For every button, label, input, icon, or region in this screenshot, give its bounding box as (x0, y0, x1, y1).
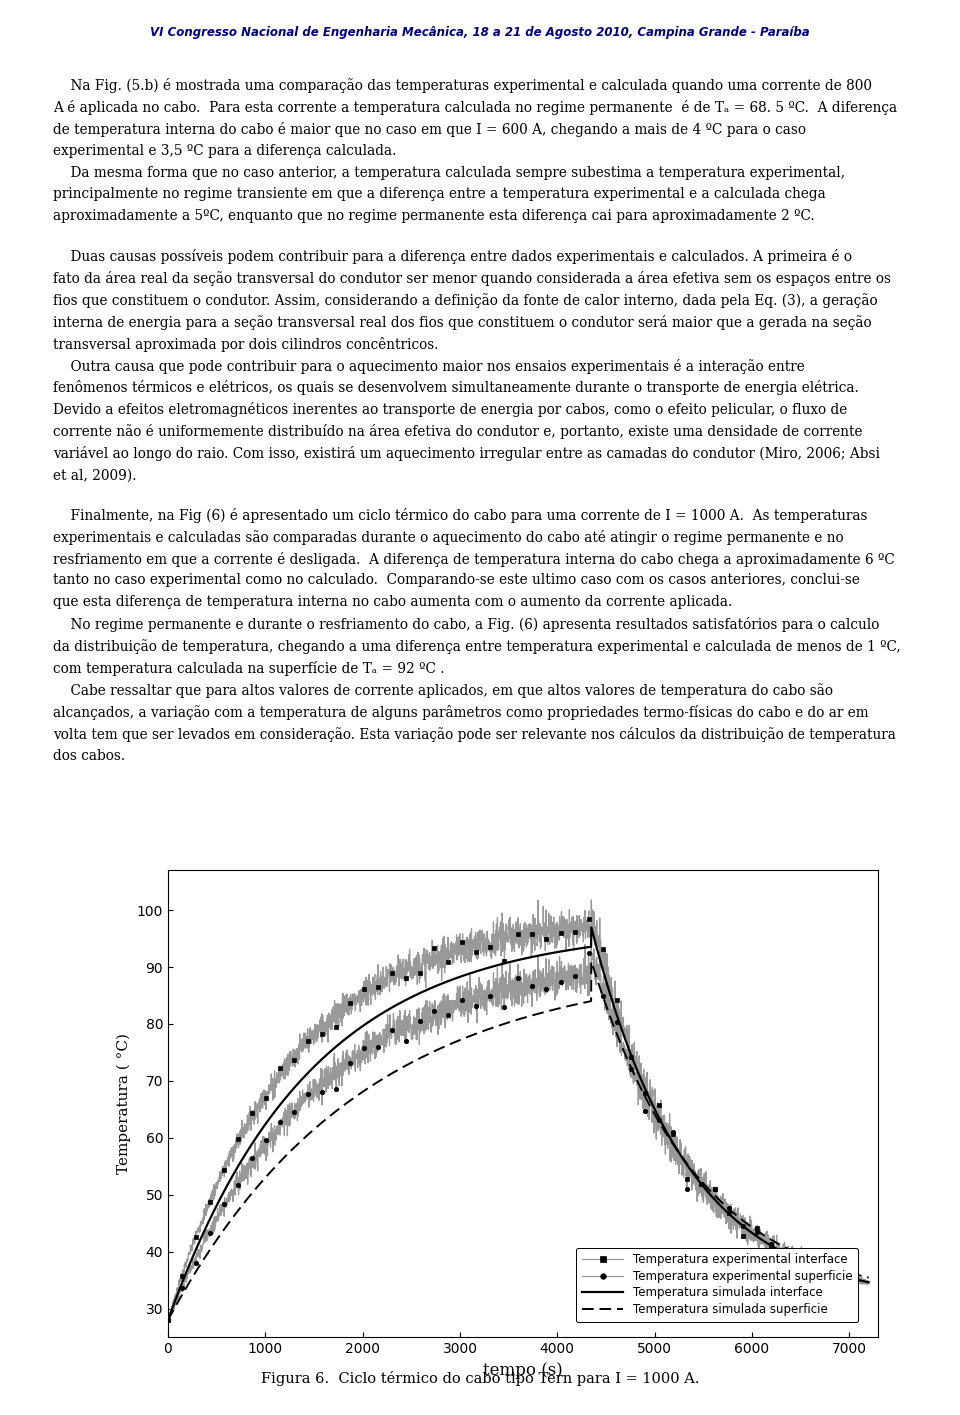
Text: aproximadamente a 5ºC, enquanto que no regime permanente esta diferença cai para: aproximadamente a 5ºC, enquanto que no r… (53, 209, 814, 224)
Text: corrente não é uniformemente distribuído na área efetiva do condutor e, portanto: corrente não é uniformemente distribuído… (53, 424, 862, 440)
Text: fenômenos térmicos e elétricos, os quais se desenvolvem simultaneamente durante : fenômenos térmicos e elétricos, os quais… (53, 381, 858, 396)
Legend: Temperatura experimental interface, Temperatura experimental superficie, Tempera: Temperatura experimental interface, Temp… (576, 1248, 858, 1322)
Text: transversal aproximada por dois cilindros concêntricos.: transversal aproximada por dois cilindro… (53, 337, 439, 352)
Text: tanto no caso experimental como no calculado.  Comparando-se este ultimo caso co: tanto no caso experimental como no calcu… (53, 573, 859, 587)
Text: de temperatura interna do cabo é maior que no caso em que I = 600 A, chegando a : de temperatura interna do cabo é maior q… (53, 122, 805, 137)
Text: fato da área real da seção transversal do condutor ser menor quando considerada : fato da área real da seção transversal d… (53, 270, 891, 286)
Text: experimental e 3,5 ºC para a diferença calculada.: experimental e 3,5 ºC para a diferença c… (53, 144, 396, 157)
Text: experimentais e calculadas são comparadas durante o aquecimento do cabo até atin: experimentais e calculadas são comparada… (53, 529, 844, 545)
Text: interna de energia para a seção transversal real dos fios que constituem o condu: interna de energia para a seção transver… (53, 314, 872, 330)
Text: Outra causa que pode contribuir para o aquecimento maior nos ensaios experimenta: Outra causa que pode contribuir para o a… (53, 358, 804, 374)
Text: principalmente no regime transiente em que a diferença entre a temperatura exper: principalmente no regime transiente em q… (53, 187, 826, 201)
Text: que esta diferença de temperatura interna no cabo aumenta com o aumento da corre: que esta diferença de temperatura intern… (53, 596, 732, 610)
Text: No regime permanente e durante o resfriamento do cabo, a Fig. (6) apresenta resu: No regime permanente e durante o resfria… (53, 617, 879, 633)
Text: variável ao longo do raio. Com isso, existirá um aquecimento irregular entre as : variável ao longo do raio. Com isso, exi… (53, 446, 879, 461)
Text: Da mesma forma que no caso anterior, a temperatura calculada sempre subestima a : Da mesma forma que no caso anterior, a t… (53, 166, 845, 180)
Text: Cabe ressaltar que para altos valores de corrente aplicados, em que altos valore: Cabe ressaltar que para altos valores de… (53, 683, 832, 698)
Text: da distribuição de temperatura, chegando a uma diferença entre temperatura exper: da distribuição de temperatura, chegando… (53, 640, 900, 654)
Text: Figura 6.  Ciclo térmico do cabo tipo Tern para I = 1000 A.: Figura 6. Ciclo térmico do cabo tipo Ter… (261, 1371, 699, 1385)
Text: et al, 2009).: et al, 2009). (53, 468, 136, 483)
Text: resfriamento em que a corrente é desligada.  A diferença de temperatura interna : resfriamento em que a corrente é desliga… (53, 552, 895, 566)
Text: fios que constituem o condutor. Assim, considerando a definição da fonte de calo: fios que constituem o condutor. Assim, c… (53, 293, 877, 307)
Text: alcançados, a variação com a temperatura de alguns parâmetros como propriedades : alcançados, a variação com a temperatura… (53, 705, 869, 720)
Y-axis label: Temperatura ( °C): Temperatura ( °C) (117, 1033, 132, 1174)
Text: dos cabos.: dos cabos. (53, 749, 125, 763)
Text: VI Congresso Nacional de Engenharia Mecânica, 18 a 21 de Agosto 2010, Campina Gr: VI Congresso Nacional de Engenharia Mecâ… (150, 25, 810, 40)
Text: Na Fig. (5.b) é mostrada uma comparação das temperaturas experimental e calculad: Na Fig. (5.b) é mostrada uma comparação … (53, 78, 872, 93)
Text: volta tem que ser levados em consideração. Esta variação pode ser relevante nos : volta tem que ser levados em consideraçã… (53, 727, 896, 741)
X-axis label: tempo (s): tempo (s) (483, 1361, 564, 1378)
Text: Finalmente, na Fig (6) é apresentado um ciclo térmico do cabo para uma corrente : Finalmente, na Fig (6) é apresentado um … (53, 508, 867, 522)
Text: Duas causas possíveis podem contribuir para a diferença entre dados experimentai: Duas causas possíveis podem contribuir p… (53, 249, 852, 265)
Text: Devido a efeitos eletromagnéticos inerentes ao transporte de energia por cabos, : Devido a efeitos eletromagnéticos ineren… (53, 402, 847, 417)
Text: com temperatura calculada na superfície de Tₐ = 92 ºC .: com temperatura calculada na superfície … (53, 661, 444, 676)
Text: A é aplicada no cabo.  Para esta corrente a temperatura calculada no regime perm: A é aplicada no cabo. Para esta corrente… (53, 99, 897, 115)
